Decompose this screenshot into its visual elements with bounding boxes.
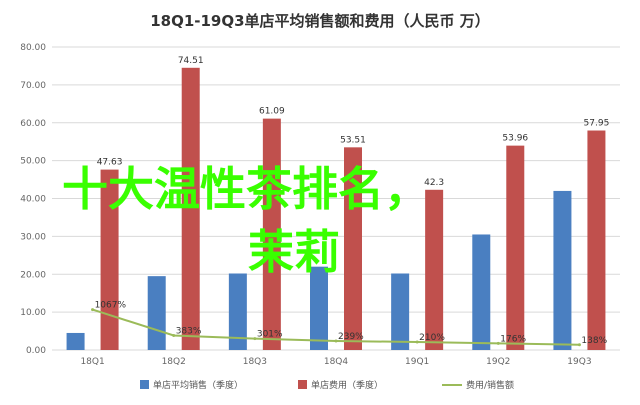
ratio-point [496, 341, 500, 345]
bar [181, 67, 200, 351]
ratio-point [334, 339, 338, 343]
bar [147, 276, 166, 350]
chart-title: 18Q1-19Q3单店平均销售额和费用（人民币 万） [150, 12, 490, 30]
legend-swatch [298, 380, 307, 389]
data-label: 42.3 [424, 178, 444, 188]
ratio-label: 383% [176, 326, 202, 336]
y-tick-label: 20.00 [20, 270, 46, 280]
ratio-line: 1067% 383% 301% 239% 210% 176% 138% [91, 301, 608, 347]
grid [52, 46, 620, 351]
data-label: 47.63 [97, 158, 123, 168]
bar [391, 273, 410, 350]
legend-swatch [140, 380, 149, 389]
data-label: 53.96 [502, 134, 528, 144]
y-tick-label: 80.00 [20, 43, 46, 53]
y-tick-label: 40.00 [20, 195, 46, 205]
bar [228, 273, 247, 350]
x-axis: 18Q1 18Q2 18Q3 18Q4 19Q1 19Q2 19Q3 [80, 357, 591, 367]
ratio-point [253, 337, 257, 341]
legend-label: 费用/销售额 [466, 379, 514, 391]
data-label: 53.51 [340, 135, 366, 145]
x-tick-label: 18Q4 [324, 357, 349, 367]
ratio-point [172, 333, 176, 337]
bar [425, 189, 444, 350]
y-tick-label: 30.00 [20, 232, 46, 242]
y-tick-label: 50.00 [20, 157, 46, 167]
bar [506, 145, 525, 350]
ratio-point [577, 343, 581, 347]
legend-label: 单店平均销售（季度） [153, 379, 243, 391]
y-tick-label: 10.00 [20, 308, 46, 318]
bar [100, 169, 119, 350]
ratio-label: 176% [500, 334, 526, 344]
legend-label: 单店费用（季度） [311, 379, 383, 391]
x-tick-label: 19Q2 [486, 357, 510, 367]
y-tick-label: 70.00 [20, 81, 46, 91]
bar [310, 266, 328, 350]
bars: 47.63 74.51 61.09 53.51 42.3 53.96 57.95 [66, 56, 610, 351]
x-tick-label: 18Q2 [162, 357, 186, 367]
legend: 单店平均销售（季度） 单店费用（季度） 费用/销售额 [140, 379, 514, 391]
overlay-text-line2: 茉莉 [248, 225, 340, 279]
bar [66, 332, 85, 350]
ratio-label: 239% [338, 332, 364, 342]
x-tick-label: 19Q3 [567, 357, 591, 367]
bar [553, 190, 572, 350]
y-tick-label: 60.00 [20, 119, 46, 129]
x-tick-label: 19Q1 [405, 357, 429, 367]
bar [344, 147, 362, 350]
y-tick-label: 0.00 [26, 346, 46, 356]
data-label: 61.09 [259, 107, 285, 117]
ratio-point [415, 340, 419, 344]
ratio-point [91, 308, 95, 312]
ratio-label: 210% [419, 333, 445, 343]
ratio-label: 301% [257, 330, 283, 340]
bar [587, 130, 606, 350]
ratio-label: 138% [581, 336, 607, 346]
ratio-label: 1067% [95, 301, 127, 311]
x-tick-label: 18Q3 [243, 357, 267, 367]
x-tick-label: 18Q1 [80, 357, 104, 367]
data-label: 57.95 [584, 119, 610, 129]
overlay-text-line1: 十大温性茶排名， [62, 162, 430, 216]
y-axis: 0.00 10.00 20.00 30.00 40.00 50.00 60.00 70.00 8… [20, 43, 46, 356]
bar [262, 118, 281, 350]
bar [472, 234, 491, 350]
data-label: 74.51 [178, 56, 204, 66]
